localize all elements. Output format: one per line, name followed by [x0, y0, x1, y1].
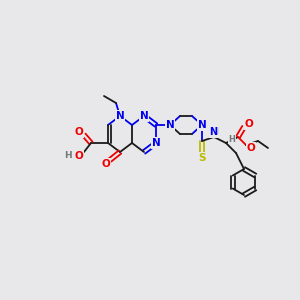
Text: H: H: [229, 134, 236, 143]
Text: O: O: [102, 159, 110, 169]
Text: N: N: [166, 120, 174, 130]
Text: O: O: [75, 127, 83, 137]
Text: O: O: [244, 119, 253, 129]
Text: N: N: [152, 138, 160, 148]
Text: N: N: [116, 111, 124, 121]
Text: H: H: [64, 152, 72, 160]
Text: O: O: [75, 151, 83, 161]
Text: N: N: [140, 111, 148, 121]
Text: N: N: [209, 127, 217, 137]
Text: S: S: [198, 153, 206, 163]
Text: H: H: [212, 128, 218, 136]
Text: N: N: [198, 120, 206, 130]
Text: O: O: [247, 143, 255, 153]
